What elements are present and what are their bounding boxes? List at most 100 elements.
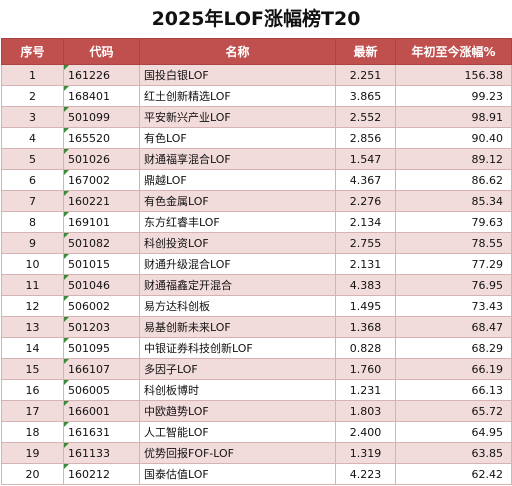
table-row: 7 160221 有色金属LOF 2.276 85.34 [1, 190, 512, 212]
table-row: 11 501046 财通福鑫定开混合 4.383 76.95 [1, 274, 512, 296]
cell-latest: 3.865 [335, 85, 396, 107]
cell-code: 160212 [63, 463, 140, 485]
lof-ranking-table: 序号 代码 名称 最新 年初至今涨幅% 1 161226 国投白银LOF 2.251 1… [1, 38, 512, 485]
table-row: 17 166001 中欧趋势LOF 1.803 65.72 [1, 400, 512, 422]
table-row: 13 501203 易基创新未来LOF 1.368 68.47 [1, 316, 512, 338]
cell-change: 65.72 [395, 400, 512, 422]
cell-rank: 20 [1, 463, 64, 485]
cell-change: 66.19 [395, 358, 512, 380]
cell-code: 161226 [63, 64, 140, 86]
cell-code: 501046 [63, 274, 140, 296]
cell-change: 63.85 [395, 442, 512, 464]
cell-name: 易方达科创板 [139, 295, 336, 317]
column-header-name: 名称 [139, 38, 336, 65]
cell-name: 东方红睿丰LOF [139, 211, 336, 233]
table-row: 9 501082 科创投资LOF 2.755 78.55 [1, 232, 512, 254]
cell-name: 多因子LOF [139, 358, 336, 380]
cell-name: 平安新兴产业LOF [139, 106, 336, 128]
cell-change: 98.91 [395, 106, 512, 128]
cell-rank: 7 [1, 190, 64, 212]
table-header-row: 序号 代码 名称 最新 年初至今涨幅% [1, 38, 512, 65]
cell-latest: 2.400 [335, 421, 396, 443]
cell-code: 167002 [63, 169, 140, 191]
cell-name: 鼎越LOF [139, 169, 336, 191]
cell-name: 红土创新精选LOF [139, 85, 336, 107]
cell-name: 易基创新未来LOF [139, 316, 336, 338]
column-header-change: 年初至今涨幅% [395, 38, 512, 65]
cell-latest: 2.856 [335, 127, 396, 149]
table-row: 2 168401 红土创新精选LOF 3.865 99.23 [1, 85, 512, 107]
cell-name: 国泰估值LOF [139, 463, 336, 485]
cell-name: 财通福鑫定开混合 [139, 274, 336, 296]
cell-rank: 13 [1, 316, 64, 338]
table-row: 8 169101 东方红睿丰LOF 2.134 79.63 [1, 211, 512, 233]
cell-rank: 10 [1, 253, 64, 275]
cell-code: 160221 [63, 190, 140, 212]
table-row: 20 160212 国泰估值LOF 4.223 62.42 [1, 463, 512, 485]
cell-code: 501095 [63, 337, 140, 359]
cell-latest: 1.319 [335, 442, 396, 464]
cell-latest: 2.755 [335, 232, 396, 254]
cell-rank: 2 [1, 85, 64, 107]
cell-rank: 4 [1, 127, 64, 149]
cell-rank: 1 [1, 64, 64, 86]
cell-rank: 8 [1, 211, 64, 233]
cell-change: 99.23 [395, 85, 512, 107]
cell-latest: 2.552 [335, 106, 396, 128]
cell-rank: 19 [1, 442, 64, 464]
cell-latest: 2.251 [335, 64, 396, 86]
cell-rank: 17 [1, 400, 64, 422]
cell-code: 501099 [63, 106, 140, 128]
cell-change: 85.34 [395, 190, 512, 212]
cell-name: 中银证券科技创新LOF [139, 337, 336, 359]
cell-name: 有色金属LOF [139, 190, 336, 212]
cell-change: 64.95 [395, 421, 512, 443]
cell-latest: 1.231 [335, 379, 396, 401]
cell-rank: 11 [1, 274, 64, 296]
cell-change: 77.29 [395, 253, 512, 275]
cell-change: 76.95 [395, 274, 512, 296]
page-title: 2025年LOF涨幅榜T20 [151, 8, 361, 30]
table-row: 12 506002 易方达科创板 1.495 73.43 [1, 295, 512, 317]
cell-code: 169101 [63, 211, 140, 233]
cell-rank: 6 [1, 169, 64, 191]
table-row: 14 501095 中银证券科技创新LOF 0.828 68.29 [1, 337, 512, 359]
cell-latest: 1.760 [335, 358, 396, 380]
cell-name: 国投白银LOF [139, 64, 336, 86]
cell-name: 人工智能LOF [139, 421, 336, 443]
cell-change: 89.12 [395, 148, 512, 170]
cell-rank: 9 [1, 232, 64, 254]
cell-rank: 14 [1, 337, 64, 359]
cell-change: 68.47 [395, 316, 512, 338]
cell-name: 有色LOF [139, 127, 336, 149]
cell-name: 财通升级混合LOF [139, 253, 336, 275]
cell-code: 165520 [63, 127, 140, 149]
cell-code: 166107 [63, 358, 140, 380]
cell-name: 中欧趋势LOF [139, 400, 336, 422]
cell-code: 501082 [63, 232, 140, 254]
cell-latest: 0.828 [335, 337, 396, 359]
cell-rank: 16 [1, 379, 64, 401]
table-row: 10 501015 财通升级混合LOF 2.131 77.29 [1, 253, 512, 275]
column-header-code: 代码 [63, 38, 140, 65]
cell-latest: 1.368 [335, 316, 396, 338]
cell-name: 财通福享混合LOF [139, 148, 336, 170]
cell-latest: 1.803 [335, 400, 396, 422]
table-row: 16 506005 科创板博时 1.231 66.13 [1, 379, 512, 401]
cell-code: 506002 [63, 295, 140, 317]
cell-latest: 2.276 [335, 190, 396, 212]
cell-latest: 1.547 [335, 148, 396, 170]
cell-change: 62.42 [395, 463, 512, 485]
cell-latest: 4.223 [335, 463, 396, 485]
cell-code: 501203 [63, 316, 140, 338]
cell-code: 168401 [63, 85, 140, 107]
column-header-rank: 序号 [1, 38, 64, 65]
cell-change: 73.43 [395, 295, 512, 317]
cell-rank: 12 [1, 295, 64, 317]
cell-code: 506005 [63, 379, 140, 401]
cell-rank: 18 [1, 421, 64, 443]
table-row: 3 501099 平安新兴产业LOF 2.552 98.91 [1, 106, 512, 128]
cell-rank: 15 [1, 358, 64, 380]
cell-name: 科创投资LOF [139, 232, 336, 254]
table-row: 5 501026 财通福享混合LOF 1.547 89.12 [1, 148, 512, 170]
